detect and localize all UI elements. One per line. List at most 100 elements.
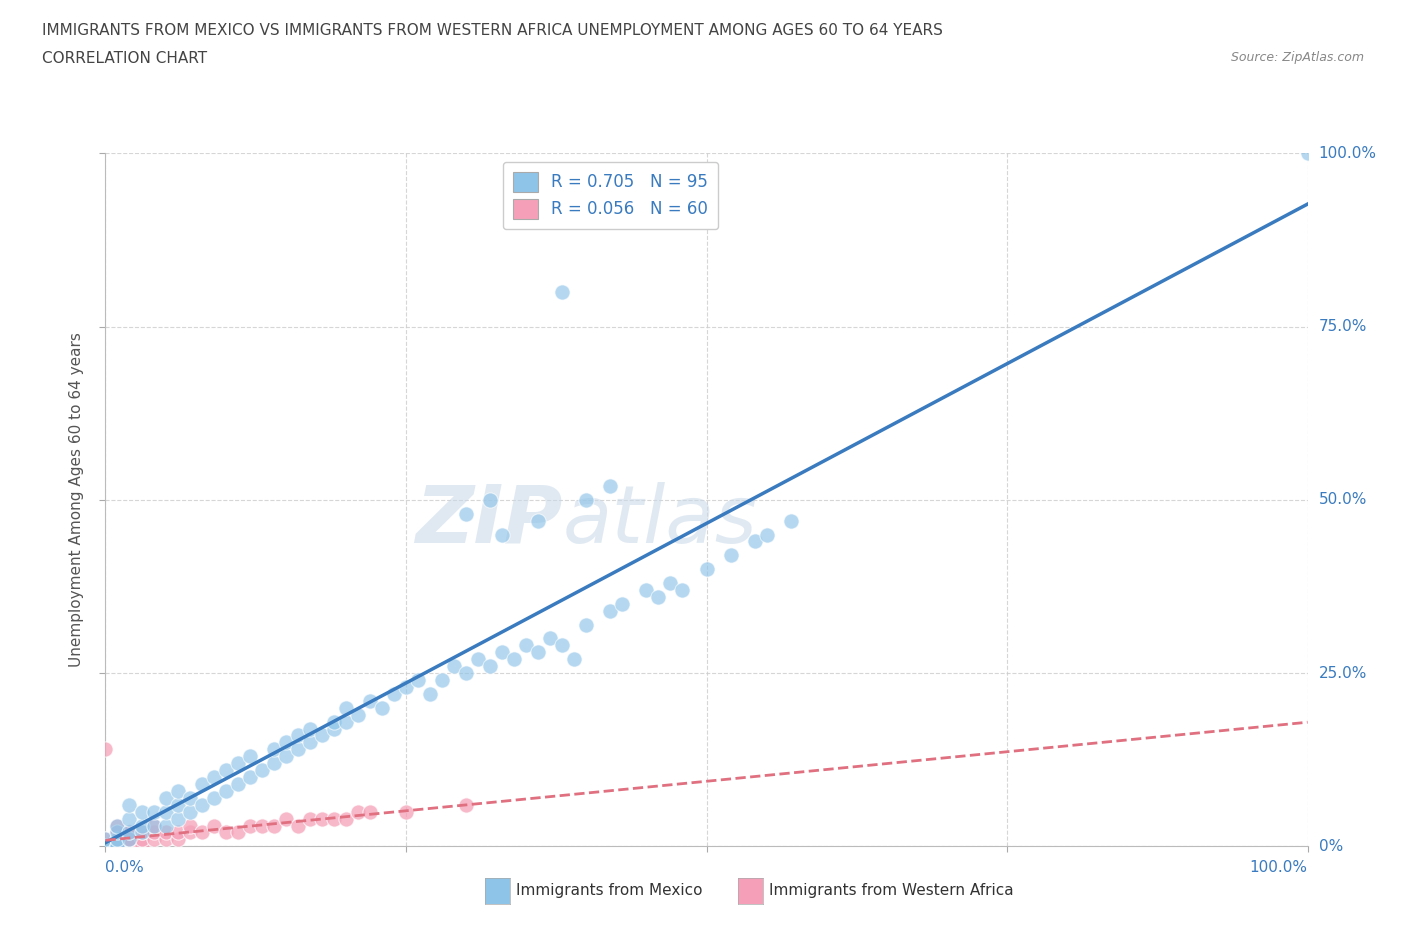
Mexico <box>779 513 801 528</box>
Africa <box>118 825 141 840</box>
Africa <box>94 839 117 854</box>
Mexico <box>118 811 141 826</box>
Africa <box>94 839 117 854</box>
Mexico <box>298 721 321 736</box>
Mexico <box>250 763 273 777</box>
Africa <box>94 839 117 854</box>
Mexico <box>479 658 502 673</box>
Africa <box>131 825 153 840</box>
Africa <box>94 742 117 757</box>
Mexico <box>322 721 344 736</box>
Africa <box>263 818 285 833</box>
Mexico <box>515 638 537 653</box>
Mexico <box>720 548 742 563</box>
Mexico <box>226 777 249 791</box>
Text: Immigrants from Mexico: Immigrants from Mexico <box>516 884 703 898</box>
Mexico <box>166 797 188 812</box>
Mexico <box>1296 146 1319 161</box>
Africa <box>298 811 321 826</box>
Mexico <box>118 797 141 812</box>
Mexico <box>142 804 165 819</box>
Mexico <box>263 742 285 757</box>
Mexico <box>131 804 153 819</box>
Africa <box>94 839 117 854</box>
Mexico <box>94 839 117 854</box>
Mexico <box>599 479 621 494</box>
Mexico <box>202 770 225 785</box>
Mexico <box>214 763 236 777</box>
Mexico <box>527 644 550 659</box>
Mexico <box>612 596 634 611</box>
Mexico <box>94 839 117 854</box>
Mexico <box>155 804 177 819</box>
Mexico <box>454 666 477 681</box>
Mexico <box>479 493 502 508</box>
Text: ZIP: ZIP <box>415 482 562 560</box>
Africa <box>155 825 177 840</box>
Mexico <box>190 797 212 812</box>
Mexico <box>214 783 236 798</box>
Africa <box>214 825 236 840</box>
Africa <box>359 804 381 819</box>
Africa <box>274 811 297 826</box>
Mexico <box>322 714 344 729</box>
Mexico <box>419 686 441 701</box>
Text: 0%: 0% <box>1319 839 1343 854</box>
Africa <box>94 839 117 854</box>
Mexico <box>347 707 370 722</box>
Africa <box>107 832 129 847</box>
Mexico <box>239 770 262 785</box>
Mexico <box>94 839 117 854</box>
Mexico <box>503 652 526 667</box>
Mexico <box>467 652 489 667</box>
Mexico <box>311 728 333 743</box>
Africa <box>142 825 165 840</box>
Mexico <box>491 527 513 542</box>
Mexico <box>575 618 598 632</box>
Mexico <box>94 839 117 854</box>
Mexico <box>107 839 129 854</box>
Africa <box>118 832 141 847</box>
Mexico <box>575 493 598 508</box>
Africa <box>239 818 262 833</box>
Africa <box>107 839 129 854</box>
Africa <box>250 818 273 833</box>
Africa <box>190 825 212 840</box>
Africa <box>94 839 117 854</box>
Mexico <box>527 513 550 528</box>
Mexico <box>118 825 141 840</box>
Mexico <box>636 582 658 597</box>
Africa <box>107 818 129 833</box>
Mexico <box>263 756 285 771</box>
Text: 100.0%: 100.0% <box>1319 146 1376 161</box>
Mexico <box>94 839 117 854</box>
Text: IMMIGRANTS FROM MEXICO VS IMMIGRANTS FROM WESTERN AFRICA UNEMPLOYMENT AMONG AGES: IMMIGRANTS FROM MEXICO VS IMMIGRANTS FRO… <box>42 23 943 38</box>
Mexico <box>118 832 141 847</box>
Legend: R = 0.705   N = 95, R = 0.056   N = 60: R = 0.705 N = 95, R = 0.056 N = 60 <box>503 162 718 229</box>
Text: Source: ZipAtlas.com: Source: ZipAtlas.com <box>1230 51 1364 64</box>
Mexico <box>94 832 117 847</box>
Mexico <box>107 832 129 847</box>
Africa <box>131 832 153 847</box>
Africa <box>107 825 129 840</box>
Mexico <box>274 749 297 764</box>
Africa <box>118 832 141 847</box>
Mexico <box>551 285 574 299</box>
Mexico <box>335 714 357 729</box>
Africa <box>94 839 117 854</box>
Text: atlas: atlas <box>562 482 756 560</box>
Africa <box>94 839 117 854</box>
Text: 0.0%: 0.0% <box>105 860 145 875</box>
Mexico <box>696 562 718 577</box>
Text: 25.0%: 25.0% <box>1319 666 1367 681</box>
Mexico <box>491 644 513 659</box>
Mexico <box>226 756 249 771</box>
Africa <box>107 832 129 847</box>
Mexico <box>155 790 177 805</box>
Mexico <box>94 839 117 854</box>
Africa <box>287 818 309 833</box>
Africa <box>155 832 177 847</box>
Africa <box>107 839 129 854</box>
Mexico <box>179 790 201 805</box>
Mexico <box>274 735 297 750</box>
